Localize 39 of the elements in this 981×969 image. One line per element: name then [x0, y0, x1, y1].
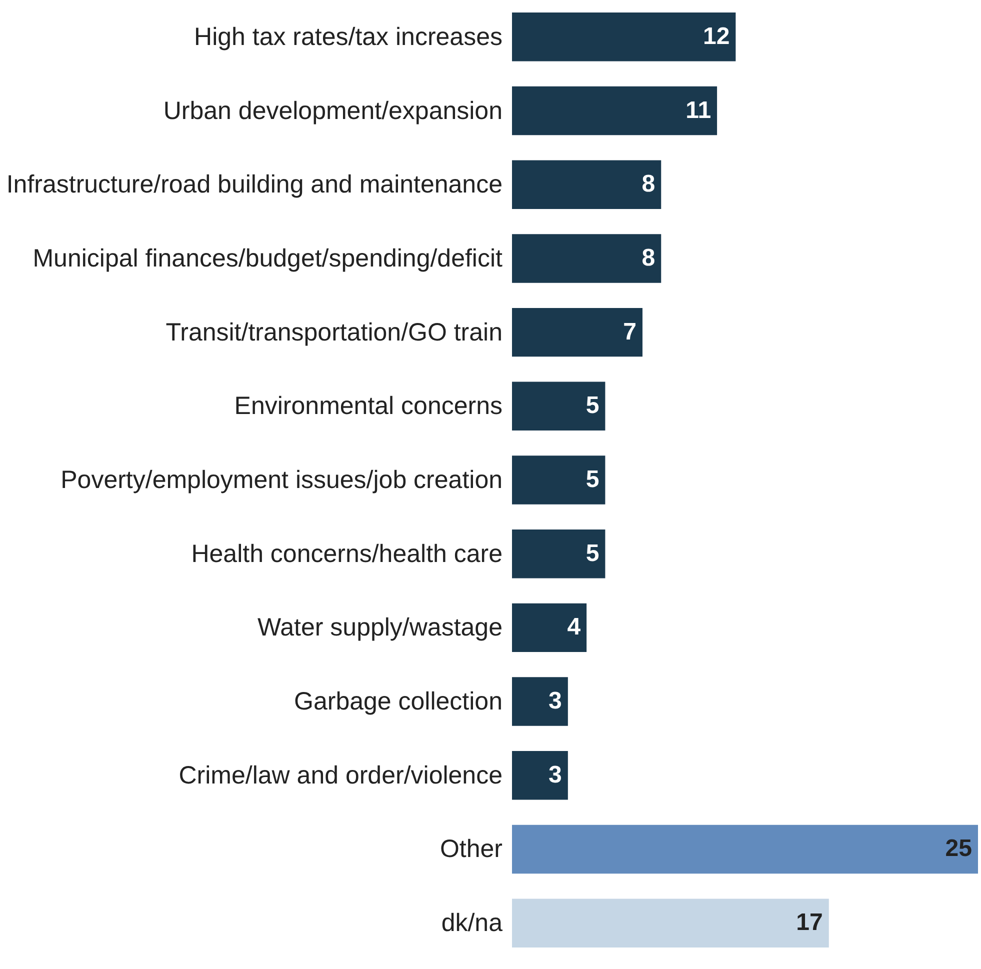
y-tick-label: Health concerns/health care: [191, 540, 502, 568]
y-tick-label: Garbage collection: [294, 688, 502, 716]
bar: [512, 86, 718, 136]
data-label: 25: [945, 835, 972, 862]
data-label: 7: [623, 318, 636, 346]
data-label: 5: [586, 466, 600, 493]
data-label: 3: [548, 761, 562, 788]
bar: [512, 898, 829, 948]
y-tick-label: dk/na: [441, 909, 503, 938]
bar: [512, 160, 662, 209]
y-tick-label: Municipal finances/budget/spending/deficit: [32, 244, 503, 272]
data-label: 8: [642, 170, 656, 198]
bar: [512, 308, 642, 357]
y-tick-label: Other: [440, 835, 502, 864]
y-tick-label: Urban development/expansion: [163, 96, 502, 125]
bar: [512, 751, 568, 800]
data-label: 12: [702, 22, 730, 50]
y-tick-label: Infrastructure/road building and maintenance: [6, 170, 502, 199]
data-label: 4: [567, 614, 582, 641]
data-label: 17: [796, 909, 823, 936]
data-label: 5: [586, 540, 600, 567]
y-tick-label: Transit/transportation/GO train: [166, 318, 502, 346]
bar: [512, 12, 736, 62]
y-tick-label: Poverty/employment issues/job creation: [60, 466, 502, 494]
bar: [512, 529, 606, 578]
data-label: 3: [548, 688, 562, 715]
y-tick-label: Crime/law and order/violence: [178, 761, 502, 790]
bar: [512, 382, 606, 431]
bar: [512, 824, 978, 874]
data-label: 5: [586, 392, 600, 420]
data-label: 11: [686, 96, 712, 124]
bar: [512, 456, 606, 504]
y-tick-label: High tax rates/tax increases: [194, 22, 502, 51]
y-tick-label: Environmental concerns: [234, 392, 502, 420]
bar: [512, 234, 662, 283]
bar: [512, 677, 568, 726]
data-label: 8: [642, 244, 656, 272]
bar: [512, 603, 587, 652]
y-tick-label: Water supply/wastage: [257, 614, 502, 642]
